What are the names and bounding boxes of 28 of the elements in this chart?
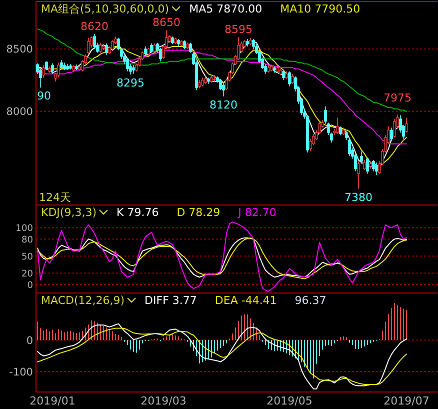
x-tick-label: 2019/07: [384, 394, 430, 408]
y-tick-label: -100: [9, 366, 33, 378]
y-tick-label: 50: [21, 252, 34, 262]
legend: DIFF 3.77 DEA -44.41 96.37: [144, 294, 326, 307]
x-tick-label: 2019/03: [140, 394, 186, 408]
chart-title: MACD(12,26,9): [41, 294, 125, 307]
chart-title: KDJ(9,3,3): [41, 206, 96, 219]
y-tick-label: 80: [21, 235, 34, 246]
y-tick-label: 0: [27, 280, 34, 291]
y-tick-label: 8000: [6, 106, 33, 118]
y-tick-label: 8500: [6, 44, 33, 56]
annotation: 7975: [384, 92, 412, 105]
annotation: 8295: [116, 76, 144, 90]
x-axis-title: 124天: [39, 191, 71, 204]
legend: K 79.76 D 78.29 J 82.70: [116, 206, 276, 219]
x-tick-label: 2019/05: [266, 394, 312, 408]
annotation: 8620: [80, 20, 108, 33]
x-tick-label: 2019/01: [30, 394, 76, 408]
y-tick-label: 100: [16, 224, 34, 234]
annotation: 8595: [224, 23, 252, 36]
annotation: 7380: [344, 190, 372, 204]
y-tick-label: 0: [26, 334, 33, 347]
annotation: 8120: [210, 98, 238, 112]
legend: MA5 7870.00 MA10 7790.50: [189, 2, 360, 16]
y-tick-label: 20: [21, 269, 34, 280]
chart-title: MA组合(5,10,30,60,0,0): [41, 2, 170, 16]
annotation: 8650: [152, 16, 180, 30]
annotation: 90: [37, 90, 51, 103]
